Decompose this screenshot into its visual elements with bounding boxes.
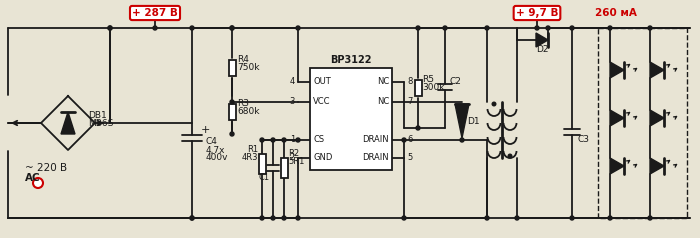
Bar [414, 80, 421, 96]
Text: + 287 В: + 287 В [132, 8, 178, 18]
Text: C1: C1 [259, 174, 270, 183]
Circle shape [402, 216, 406, 220]
Circle shape [443, 26, 447, 30]
Circle shape [230, 26, 234, 30]
Circle shape [402, 138, 406, 142]
Text: GND: GND [313, 154, 332, 163]
Polygon shape [61, 112, 75, 134]
Polygon shape [650, 110, 664, 126]
Text: NC: NC [377, 98, 389, 106]
Text: C4: C4 [206, 138, 218, 147]
Bar [228, 60, 235, 76]
Text: 2: 2 [290, 154, 295, 163]
Bar [598, 28, 687, 218]
Text: OUT: OUT [313, 78, 330, 86]
Circle shape [260, 216, 264, 220]
Text: 3: 3 [290, 98, 295, 106]
Circle shape [282, 216, 286, 220]
Circle shape [282, 138, 286, 142]
Text: ~ 220 В: ~ 220 В [25, 163, 67, 173]
Text: 1: 1 [290, 135, 295, 144]
Circle shape [190, 216, 194, 220]
Text: R5: R5 [422, 75, 434, 84]
Bar [310, 68, 392, 170]
Text: DRAIN: DRAIN [363, 135, 389, 144]
Text: 4R3: 4R3 [241, 154, 258, 163]
Text: R1: R1 [247, 145, 258, 154]
Circle shape [485, 216, 489, 220]
Polygon shape [610, 110, 624, 126]
Circle shape [190, 216, 194, 220]
Text: C2: C2 [450, 78, 462, 86]
Text: D1: D1 [467, 116, 480, 125]
Polygon shape [650, 158, 664, 174]
Text: BP3122: BP3122 [330, 55, 372, 65]
Circle shape [230, 26, 234, 30]
Bar [281, 158, 288, 178]
Text: 7: 7 [407, 98, 412, 106]
Circle shape [648, 26, 652, 30]
Circle shape [535, 26, 539, 30]
Text: 750k: 750k [237, 64, 260, 73]
Circle shape [570, 216, 574, 220]
Circle shape [608, 216, 612, 220]
Text: CS: CS [313, 135, 324, 144]
Text: 680k: 680k [237, 108, 260, 116]
Circle shape [492, 102, 496, 106]
Text: 6: 6 [407, 135, 412, 144]
Circle shape [271, 138, 275, 142]
Polygon shape [536, 33, 548, 47]
Text: 4,7x: 4,7x [206, 145, 225, 154]
Text: 5R1: 5R1 [288, 158, 304, 167]
Text: 400v: 400v [206, 154, 228, 163]
Circle shape [416, 26, 420, 30]
Text: +: + [200, 125, 210, 135]
Text: NC: NC [377, 78, 389, 86]
Polygon shape [610, 62, 624, 78]
Text: R3: R3 [237, 99, 249, 109]
Circle shape [608, 26, 612, 30]
Circle shape [648, 216, 652, 220]
Circle shape [108, 26, 112, 30]
Circle shape [296, 216, 300, 220]
Circle shape [230, 100, 234, 104]
Text: VCC: VCC [313, 98, 330, 106]
Circle shape [108, 26, 112, 30]
Text: 5: 5 [407, 154, 412, 163]
Circle shape [33, 178, 43, 188]
Text: D2: D2 [536, 45, 548, 55]
Text: AC: AC [25, 173, 41, 183]
Text: DRAIN: DRAIN [363, 154, 389, 163]
Text: R2: R2 [288, 149, 299, 159]
Circle shape [260, 138, 264, 142]
Circle shape [296, 138, 300, 142]
Circle shape [515, 216, 519, 220]
Circle shape [271, 216, 275, 220]
Circle shape [485, 26, 489, 30]
Text: 300k: 300k [422, 84, 444, 93]
Bar [228, 104, 235, 120]
Text: 8: 8 [407, 78, 412, 86]
Text: + 9,7 В: + 9,7 В [516, 8, 559, 18]
Circle shape [296, 26, 300, 30]
Circle shape [153, 26, 157, 30]
Polygon shape [650, 62, 664, 78]
Polygon shape [455, 104, 469, 138]
Circle shape [460, 138, 464, 142]
Bar [258, 154, 265, 174]
Text: MB6S: MB6S [88, 119, 113, 128]
Text: 260 мА: 260 мА [595, 8, 637, 18]
Text: DB1: DB1 [88, 110, 106, 119]
Polygon shape [610, 158, 624, 174]
Text: C3: C3 [578, 134, 590, 144]
Circle shape [190, 26, 194, 30]
Circle shape [546, 26, 550, 30]
Circle shape [416, 126, 420, 130]
Circle shape [230, 132, 234, 136]
Circle shape [570, 26, 574, 30]
Text: 4: 4 [290, 78, 295, 86]
Text: R4: R4 [237, 55, 249, 64]
Circle shape [508, 154, 512, 158]
